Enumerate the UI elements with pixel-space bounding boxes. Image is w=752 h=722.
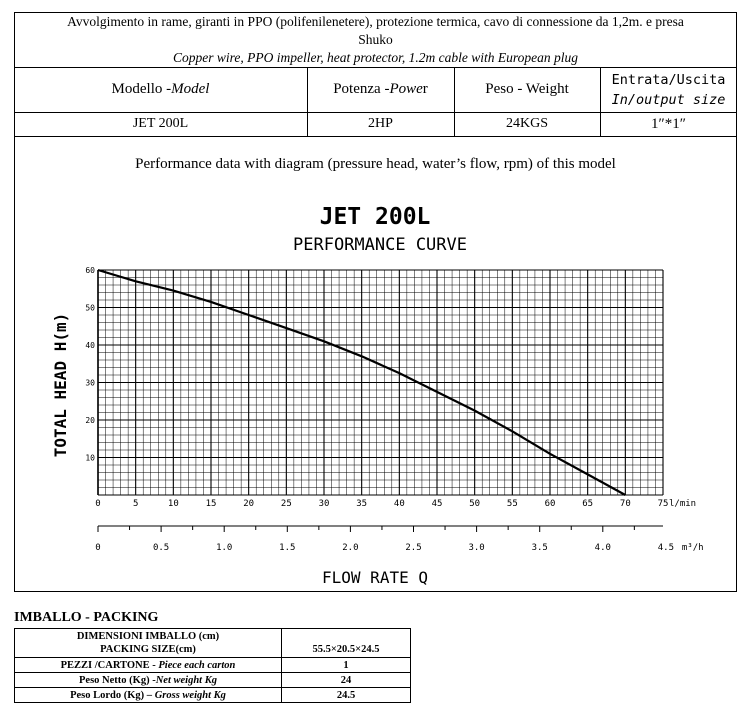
secondary-tick-label: 1.0 [216,543,232,553]
table-divider-2 [454,67,455,136]
x-tick-label: 70 [620,499,631,509]
net-weight-value: 24 [281,672,411,688]
header-italian-line-2: Shuko [358,32,393,47]
secondary-tick-label: 1.5 [279,543,295,553]
x-tick-label: 0 [95,499,100,509]
y-tick-label: 30 [85,379,95,388]
performance-chart: JET 200L PERFORMANCE CURVE TOTAL HEAD H(… [51,204,704,587]
spec-frame [14,12,737,592]
chart-subtitle: PERFORMANCE CURVE [293,235,467,255]
table-row: PEZZI /CARTONE - Piece each carton 1 [14,657,411,673]
packing-title: IMBALLO - PACKING [14,610,159,625]
table-mid-border [14,112,737,113]
pieces-value: 1 [281,657,411,673]
header-english-line: Copper wire, PPO impeller, heat protecto… [173,50,578,65]
x-tick-label: 65 [582,499,593,509]
x-tick-label: 35 [356,499,367,509]
secondary-tick-label: 0 [95,543,100,553]
io-size-header: Entrata/Uscita In/output size [611,71,726,108]
secondary-unit-label: m³/h [682,543,704,553]
x-axis-label: FLOW RATE Q [322,568,428,587]
x-tick-label: 40 [394,499,405,509]
x-tick-label: 25 [281,499,292,509]
secondary-tick-label: 2.5 [405,543,421,553]
weight-value: 24KGS [505,116,548,131]
x-tick-label: 55 [507,499,518,509]
secondary-tick-label: 3.0 [468,543,484,553]
packing-size-value: 55.5×20.5×24.5 [281,628,411,658]
table-row: Peso Netto (Kg) -Net weight Kg 24 [14,672,411,688]
table-row: Peso Lordo (Kg) – Gross weight Kg 24.5 [14,687,411,703]
y-tick-label: 60 [85,266,95,275]
x-tick-label: 75 [658,499,669,509]
packing-table: DIMENSIONI IMBALLO (cm) PACKING SIZE(cm)… [14,628,411,703]
table-divider-1 [307,67,308,136]
weight-header: Peso - Weight [485,81,569,97]
x-unit-label: l/min [669,499,696,509]
x-tick-label: 50 [469,499,480,509]
y-tick-label: 40 [85,341,95,350]
table-top-border [14,67,737,68]
header-italian-line: Avvolgimento in rame, giranti in PPO (po… [67,14,684,29]
table-divider-3 [600,67,601,136]
x-tick-label: 20 [243,499,254,509]
secondary-tick-label: 4.0 [595,543,611,553]
power-value: 2HP [368,116,393,131]
power-header: Potenza - Powe r [333,81,428,97]
secondary-tick-label: 2.0 [342,543,358,553]
x-tick-label: 15 [206,499,217,509]
table-bottom-border [14,136,737,137]
x-tick-label: 60 [545,499,556,509]
net-weight-label: Peso Netto (Kg) -Net weight Kg [14,672,282,688]
packing-size-label: DIMENSIONI IMBALLO (cm) PACKING SIZE(cm) [14,628,282,658]
pieces-label: PEZZI /CARTONE - Piece each carton [14,657,282,673]
chart-title: JET 200L [320,204,431,230]
secondary-tick-label: 4.5 [658,543,674,553]
y-axis-label: TOTAL HEAD H(m) [51,313,70,458]
x-tick-label: 30 [319,499,330,509]
performance-curve [97,268,626,496]
model-header: Modello - Model [111,81,210,97]
performance-intro: Performance data with diagram (pressure … [135,156,616,172]
x-tick-label: 5 [133,499,138,509]
x-tick-label: 45 [432,499,443,509]
y-tick-label: 10 [85,454,95,463]
y-tick-label: 20 [85,416,95,425]
x-tick-label: 10 [168,499,179,509]
secondary-tick-label: 0.5 [153,543,169,553]
gross-weight-label: Peso Lordo (Kg) – Gross weight Kg [14,687,282,703]
secondary-tick-label: 3.5 [532,543,548,553]
y-tick-label: 50 [85,304,95,313]
gross-weight-value: 24.5 [281,687,411,703]
table-row: DIMENSIONI IMBALLO (cm) PACKING SIZE(cm)… [14,628,411,658]
io-size-value: 1″*1″ [651,115,686,132]
model-value: JET 200L [132,116,189,131]
